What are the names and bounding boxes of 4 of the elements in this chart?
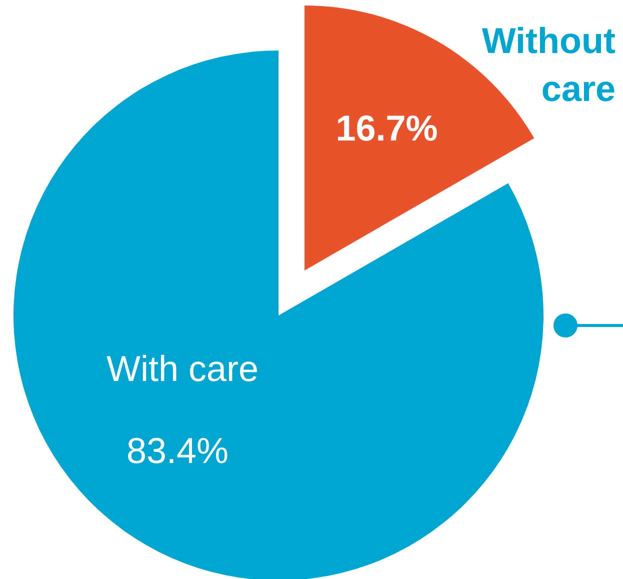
data-label: 16.7% — [336, 108, 438, 149]
data-label: 83.4% — [126, 430, 229, 471]
slice-label: Without care — [482, 20, 616, 109]
slice-label: With care — [106, 348, 259, 389]
